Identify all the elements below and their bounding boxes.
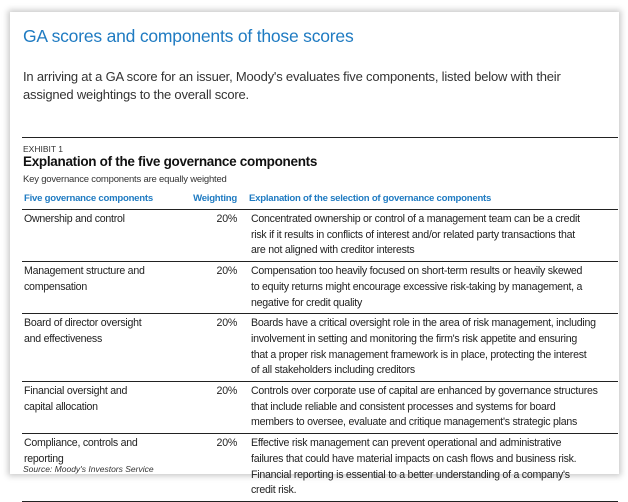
weighting-cell: 20% bbox=[216, 265, 238, 278]
section-title: GA scores and components of those scores bbox=[23, 26, 354, 46]
table-row: Financial oversight and capital allocatio… bbox=[22, 382, 618, 435]
component-cell-line: and effectiveness bbox=[24, 332, 103, 345]
header-explanation: Explanation of the selection of governan… bbox=[249, 193, 492, 204]
exhibit-title: Explanation of the five governance compo… bbox=[23, 154, 318, 169]
explanation-cell-line: are not aligned with creditor interests bbox=[251, 244, 415, 257]
explanation-cell-line: negative for credit quality bbox=[251, 296, 363, 309]
source-note: Source: Moody's Investors Service bbox=[23, 464, 154, 474]
explanation-cell-line: Compensation too heavily focused on shor… bbox=[251, 265, 583, 278]
component-cell: Board of director oversight and effective… bbox=[22, 316, 171, 379]
explanation-cell: Effective risk management can prevent op… bbox=[251, 436, 618, 499]
component-cell: Financial oversight and capital allocatio… bbox=[22, 384, 171, 431]
weighting-cell: 20% bbox=[216, 213, 238, 225]
component-cell: Compliance, controls and reporting bbox=[22, 436, 171, 499]
exhibit-subtitle: Key governance components are equally we… bbox=[23, 174, 227, 185]
component-cell-line: Compliance, controls and bbox=[24, 437, 138, 450]
explanation-cell-line: Boards have a critical oversight role in… bbox=[251, 317, 596, 330]
component-cell: Ownership and control bbox=[22, 212, 171, 259]
table-row: Ownership and control 20% Concentrated own… bbox=[22, 210, 618, 263]
component-cell-line: Financial oversight and bbox=[24, 385, 128, 398]
exhibit-label: EXHIBIT 1 bbox=[23, 144, 63, 154]
component-cell: Management structure and compensation bbox=[22, 264, 171, 311]
component-cell-line: capital allocation bbox=[24, 400, 98, 413]
component-cell-line: compensation bbox=[24, 280, 87, 293]
explanation-cell-line: members to oversee, evaluate and critiqu… bbox=[251, 416, 578, 429]
explanation-cell: Controls over corporate use of capital a… bbox=[251, 384, 618, 431]
explanation-cell: Concentrated ownership or control of a m… bbox=[251, 212, 618, 259]
explanation-cell: Boards have a critical oversight role in… bbox=[251, 316, 618, 379]
table-header: Five governance components Weighting Exp… bbox=[22, 188, 618, 210]
exhibit-divider bbox=[22, 137, 618, 138]
intro-paragraph: In arriving at a GA score for an issuer,… bbox=[23, 69, 561, 102]
document-card: GA scores and components of those scores… bbox=[10, 12, 619, 502]
table-row: Management structure and compensation 20% C… bbox=[22, 262, 618, 315]
explanation-cell: Compensation too heavily focused on shor… bbox=[251, 264, 618, 311]
weighting-cell: 20% bbox=[216, 385, 238, 398]
explanation-cell-line: that a proper risk management framework … bbox=[251, 348, 587, 361]
component-cell-line: Ownership and control bbox=[24, 213, 125, 225]
explanation-cell-line: failures that could have material impact… bbox=[251, 452, 577, 465]
explanation-cell-line: Controls over corporate use of capital a… bbox=[251, 385, 598, 398]
explanation-cell-line: credit risk. bbox=[251, 484, 297, 497]
header-component: Five governance components bbox=[24, 193, 153, 204]
explanation-cell-line: Financial reporting is essential to a be… bbox=[251, 468, 570, 481]
component-cell-line: Board of director oversight bbox=[24, 317, 142, 330]
explanation-cell-line: involvement in setting and monitoring th… bbox=[251, 332, 577, 345]
explanation-cell-line: to equity returns might encourage excess… bbox=[251, 280, 583, 293]
table-row: Board of director oversight and effective… bbox=[22, 314, 618, 383]
explanation-cell-line: of all stakeholders including creditors bbox=[251, 364, 415, 377]
explanation-cell-line: risk if it results in conflicts of inter… bbox=[251, 228, 575, 241]
explanation-cell-line: Concentrated ownership or control of a m… bbox=[251, 213, 580, 225]
component-cell-line: reporting bbox=[24, 452, 64, 465]
header-weighting: Weighting bbox=[193, 193, 237, 204]
explanation-cell-line: Effective risk management can prevent op… bbox=[251, 437, 562, 450]
explanation-cell-line: that include reliable and consistent pro… bbox=[251, 400, 556, 413]
weighting-cell: 20% bbox=[216, 437, 238, 450]
weighting-cell: 20% bbox=[216, 317, 238, 330]
component-cell-line: Management structure and bbox=[24, 265, 145, 278]
governance-table: Five governance components Weighting Exp… bbox=[22, 188, 618, 502]
